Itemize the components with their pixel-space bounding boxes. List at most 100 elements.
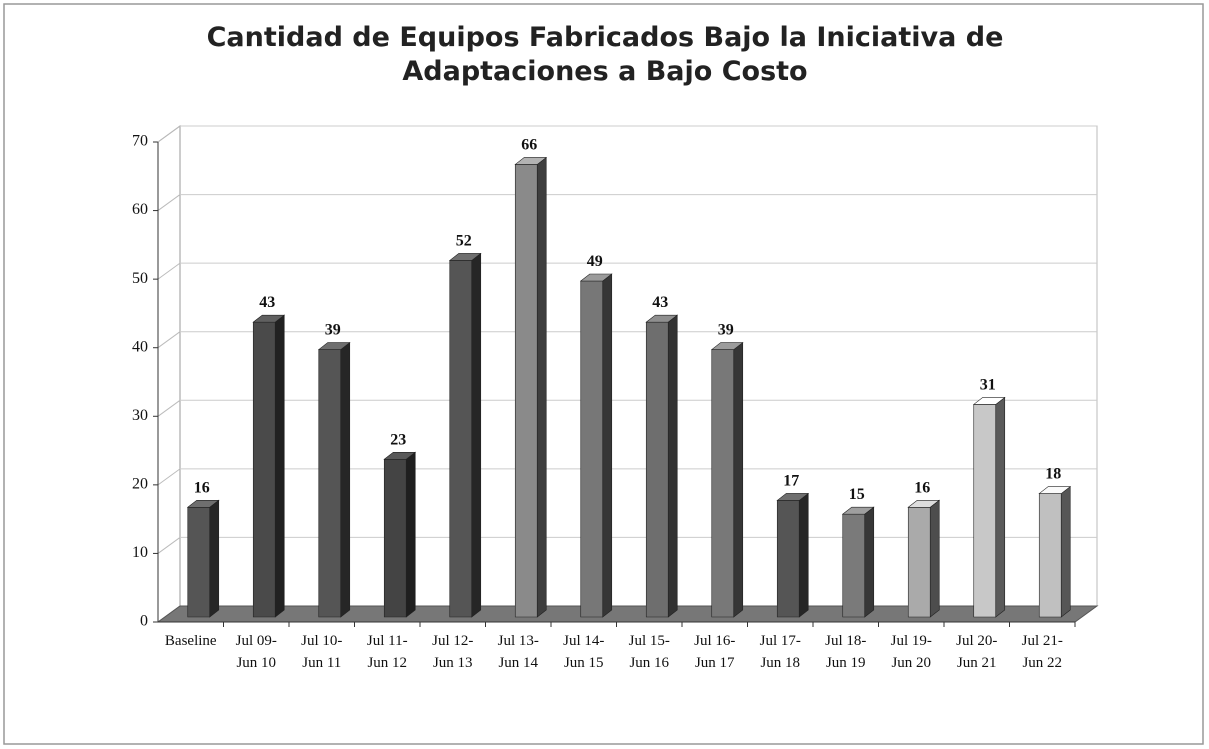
grid-line <box>157 262 181 280</box>
bar-front <box>449 260 473 618</box>
value-label: 17 <box>783 472 799 489</box>
bar-front <box>580 280 604 618</box>
bar-top <box>186 499 220 508</box>
bar-front <box>645 321 669 618</box>
bar <box>317 341 351 618</box>
bar <box>579 273 613 618</box>
grid-line <box>157 468 181 486</box>
y-tick-label: 30 <box>132 407 148 424</box>
bar-front <box>776 500 800 618</box>
x-tick-label: Jul 19-Jun 20 <box>891 633 932 671</box>
value-label: 31 <box>980 376 996 393</box>
bar-side <box>667 314 678 618</box>
bar <box>907 499 941 618</box>
bar-top <box>710 342 744 350</box>
value-label: 18 <box>1045 466 1061 483</box>
x-tick-label: Jul 09-Jun 10 <box>236 633 277 671</box>
side-wall <box>157 125 181 623</box>
bar-front <box>187 506 211 618</box>
bar-front <box>1038 493 1062 618</box>
bar-side <box>340 341 351 618</box>
grid-line <box>157 125 181 143</box>
x-tick-label: Jul 16-Jun 17 <box>694 633 735 671</box>
grid-line <box>157 399 181 417</box>
bar-front <box>383 458 407 618</box>
bar-top <box>1038 486 1072 494</box>
value-label: 16 <box>914 479 930 496</box>
bar-side <box>798 492 809 618</box>
bar-side <box>733 341 744 618</box>
value-label: 52 <box>456 232 472 249</box>
bar-top <box>383 451 417 460</box>
bar-side <box>405 451 416 618</box>
bar <box>841 506 875 618</box>
x-tick-label: Jul 10-Jun 11 <box>301 633 342 671</box>
value-label: 16 <box>194 479 210 496</box>
y-tick-label: 60 <box>132 201 148 218</box>
bar-top <box>645 314 679 323</box>
bar <box>448 252 482 618</box>
bar <box>710 341 744 618</box>
bar-top <box>907 499 941 508</box>
x-tick-label: Jul 17-Jun 18 <box>760 633 801 671</box>
y-tick-label: 10 <box>132 544 148 561</box>
y-tick-label: 70 <box>132 133 148 150</box>
bar <box>776 492 810 618</box>
bar-front <box>973 404 997 618</box>
bar-side <box>929 499 940 618</box>
value-label: 43 <box>259 294 275 311</box>
bar-top <box>514 157 548 165</box>
grid-line <box>157 194 181 211</box>
floor <box>156 605 1099 623</box>
x-tick-label: Baseline <box>165 633 217 649</box>
bar-side <box>602 273 613 618</box>
y-tick-label: 50 <box>132 270 148 287</box>
x-tick-label: Jul 20-Jun 21 <box>956 633 997 671</box>
bar <box>514 156 548 618</box>
grid-line <box>157 537 181 554</box>
bar <box>186 499 220 618</box>
bar-side <box>864 506 875 618</box>
bar-top <box>972 397 1006 405</box>
value-label: 49 <box>587 253 603 270</box>
grid-line <box>157 331 181 349</box>
bar-front <box>318 349 342 618</box>
bar-top <box>252 314 286 323</box>
x-tick-label: Jul 11-Jun 12 <box>367 633 408 671</box>
value-label: 66 <box>521 136 537 153</box>
back-wall <box>179 125 1098 607</box>
bar-side <box>209 499 220 618</box>
bar-top <box>841 506 875 515</box>
y-tick-label: 40 <box>132 338 148 355</box>
chart-title: Cantidad de Equipos Fabricados Bajo la I… <box>207 22 1004 87</box>
y-tick-label: 0 <box>140 613 148 630</box>
bar-top <box>317 342 351 350</box>
value-label: 23 <box>390 431 406 448</box>
value-label: 39 <box>718 322 734 339</box>
bar <box>1038 485 1072 618</box>
bar-side <box>1060 485 1071 618</box>
bar <box>252 314 286 618</box>
bar-top <box>579 273 613 282</box>
x-tick-label: Jul 15-Jun 16 <box>629 633 670 671</box>
bar-front <box>907 506 931 618</box>
bar-side <box>274 314 285 618</box>
bar <box>645 314 679 618</box>
value-label: 15 <box>849 486 865 503</box>
bar-front <box>252 321 276 618</box>
bar-side <box>471 252 482 618</box>
x-tick-label: Jul 14-Jun 15 <box>563 633 604 671</box>
bar-side <box>995 396 1006 618</box>
bar <box>972 396 1006 618</box>
x-tick-label: Jul 21-Jun 22 <box>1022 633 1063 671</box>
bar-front <box>711 349 735 618</box>
y-tick-label: 20 <box>132 476 148 493</box>
bar-front <box>842 513 866 618</box>
bar-front <box>514 164 538 618</box>
x-tick-label: Jul 13-Jun 14 <box>498 633 539 671</box>
bar-top <box>448 253 482 261</box>
value-label: 43 <box>652 294 668 311</box>
x-tick-label: Jul 12-Jun 13 <box>432 633 473 671</box>
bar-top <box>776 493 810 501</box>
